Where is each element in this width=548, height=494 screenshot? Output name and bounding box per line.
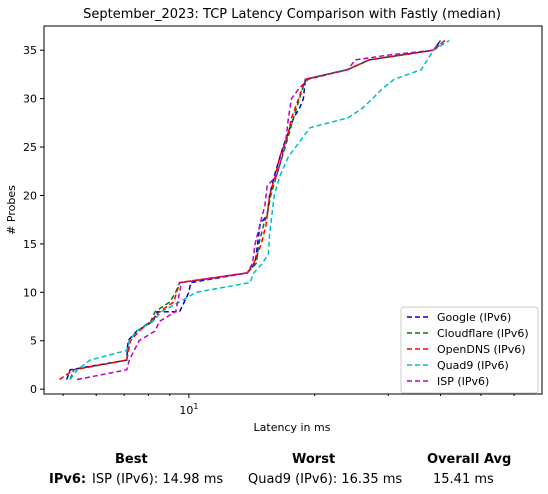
series-line-3 <box>70 41 449 380</box>
summary-worst-header: Worst <box>292 452 335 467</box>
summary-row-separator: : <box>81 472 86 487</box>
y-tick-label-10: 10 <box>23 286 37 299</box>
y-tick-label-35: 35 <box>23 44 37 57</box>
y-tick-label-30: 30 <box>23 93 37 106</box>
x-axis-label: Latency in ms <box>254 421 331 434</box>
y-tick-label-25: 25 <box>23 141 37 154</box>
legend: Google (IPv6) Cloudflare (IPv6) OpenDNS (I… <box>401 307 538 393</box>
y-tick-label-0: 0 <box>30 383 37 396</box>
series-line-4 <box>77 41 445 380</box>
series-layer <box>60 41 450 380</box>
legend-label-2: OpenDNS (IPv6) <box>437 343 526 356</box>
latency-chart: September_2023: TCP Latency Comparison w… <box>0 0 548 440</box>
series-line-0 <box>67 41 441 380</box>
legend-label-4: ISP (IPv6) <box>437 375 489 388</box>
summary-avg-value: 15.41 ms <box>433 472 494 487</box>
y-axis-label: # Probes <box>5 185 18 235</box>
legend-label-1: Cloudflare (IPv6) <box>437 327 529 340</box>
summary-avg-header: Overall Avg <box>427 452 511 467</box>
summary-best-header: Best <box>115 452 148 467</box>
y-tick-label-20: 20 <box>23 189 37 202</box>
x-tick-label: 101 <box>179 402 198 417</box>
summary-row-name: IPv6 <box>49 472 81 487</box>
summary-worst-value: Quad9 (IPv6): 16.35 ms <box>248 472 402 487</box>
summary-row-label: IPv6: <box>49 472 86 487</box>
summary-best-value: ISP (IPv6): 14.98 ms <box>92 472 223 487</box>
legend-label-0: Google (IPv6) <box>437 311 511 324</box>
legend-label-3: Quad9 (IPv6) <box>437 359 509 372</box>
series-line-1 <box>70 41 440 380</box>
series-line-2 <box>60 41 445 380</box>
chart-title: September_2023: TCP Latency Comparison w… <box>83 7 501 22</box>
y-tick-label-5: 5 <box>30 335 37 348</box>
y-tick-label-15: 15 <box>23 238 37 251</box>
